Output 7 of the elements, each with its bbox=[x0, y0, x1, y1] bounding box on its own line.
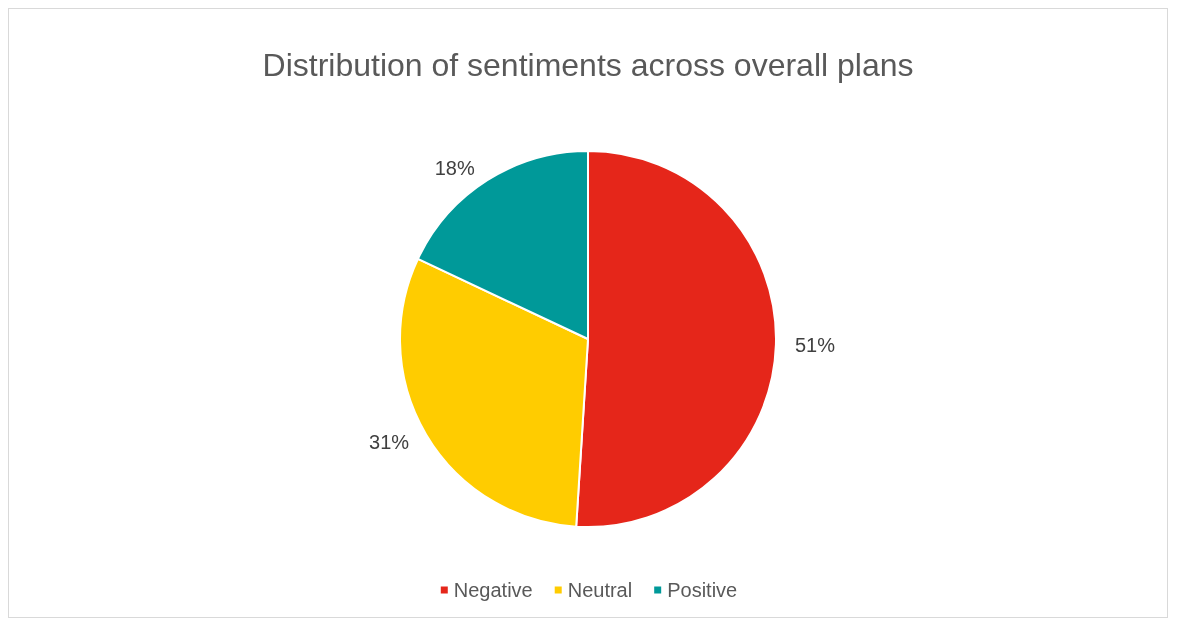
data-label: 31% bbox=[369, 430, 410, 453]
data-label: 18% bbox=[434, 157, 475, 180]
chart-title: Distribution of sentiments across overall plans bbox=[262, 47, 914, 83]
legend-label: Positive bbox=[667, 579, 738, 601]
legend-label: Neutral bbox=[567, 579, 633, 601]
legend-label: Negative bbox=[453, 579, 533, 601]
data-label: 51% bbox=[794, 334, 836, 357]
